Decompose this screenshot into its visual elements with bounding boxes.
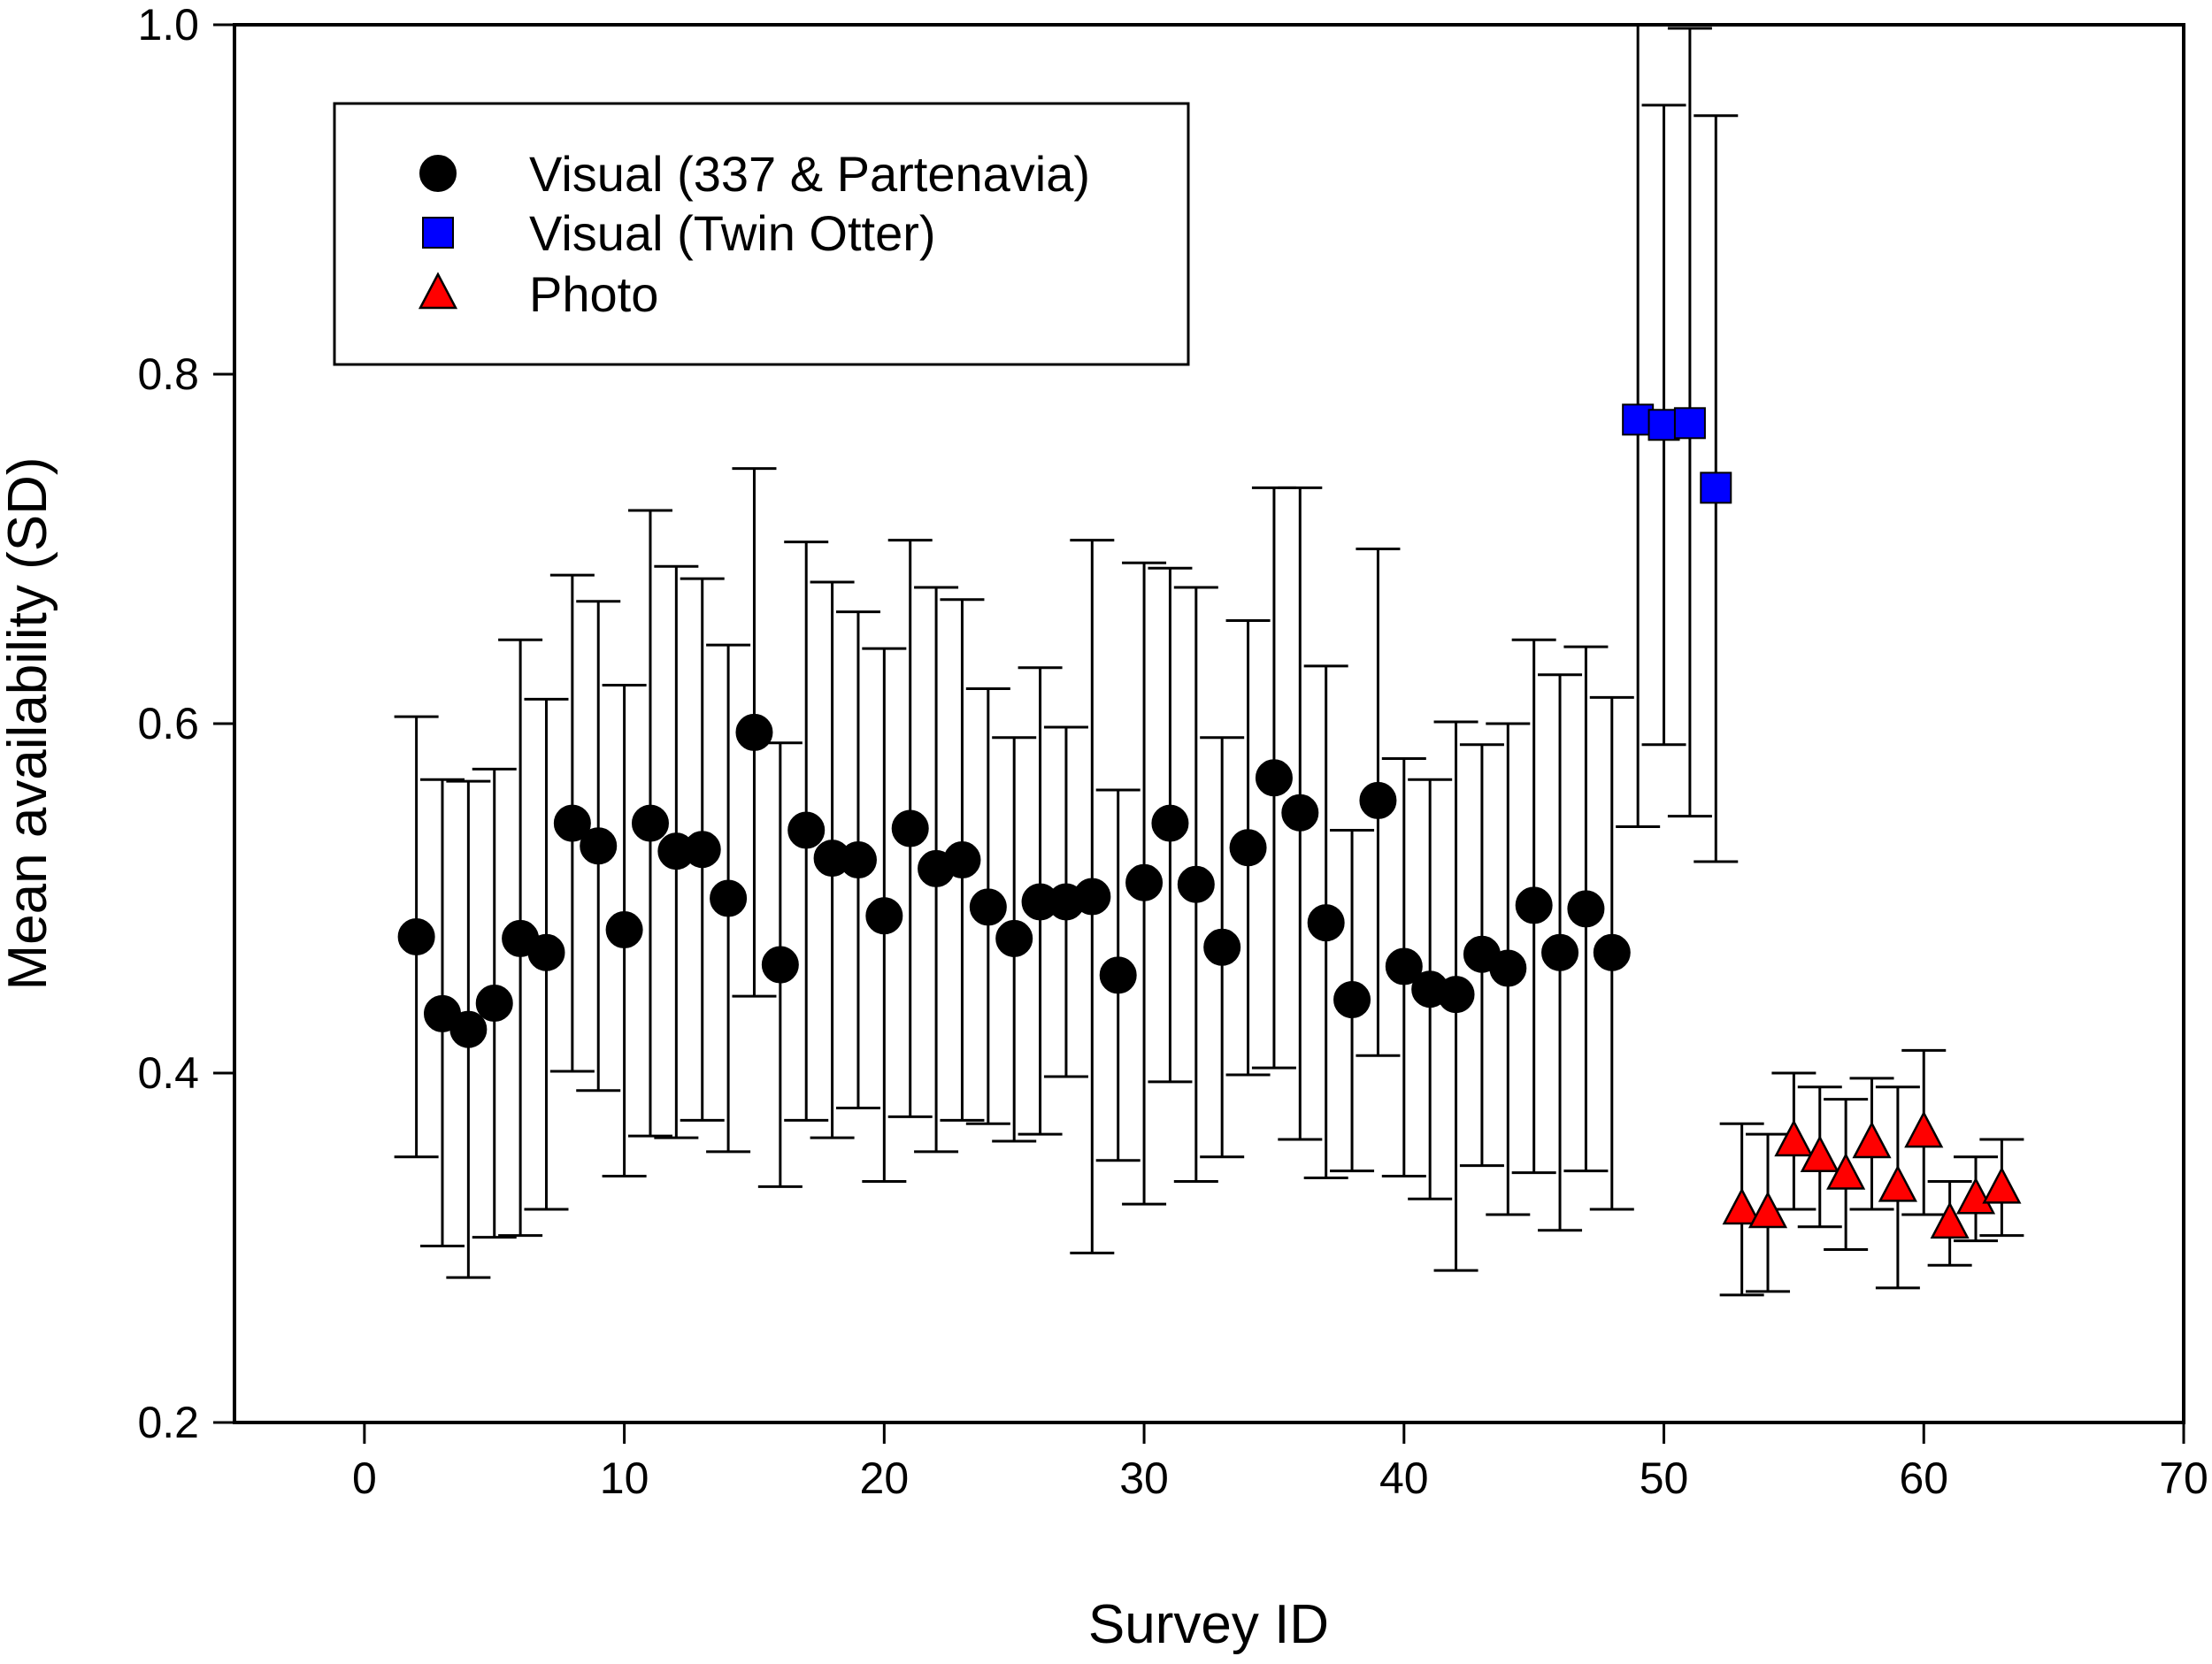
x-tick-label: 20 <box>860 1453 910 1503</box>
data-point-circle <box>1281 794 1319 832</box>
data-point-circle <box>865 897 903 935</box>
data-point-circle <box>397 917 435 955</box>
data-point-circle <box>1489 949 1527 987</box>
data-point-circle <box>527 933 565 971</box>
y-axis: 0.2 0.4 0.6 0.8 1.0 <box>137 0 234 1447</box>
legend-label: Visual (Twin Otter) <box>529 205 936 261</box>
data-point-circle <box>1073 878 1111 916</box>
y-tick-label: 0.2 <box>137 1398 199 1447</box>
data-point-circle <box>1255 759 1293 797</box>
legend-label: Photo <box>529 266 658 322</box>
y-tick-label: 0.4 <box>137 1048 199 1098</box>
data-point-triangle <box>1722 1187 1762 1225</box>
x-tick-label: 30 <box>1119 1453 1169 1503</box>
x-tick-label: 60 <box>1899 1453 1948 1503</box>
data-point-triangle <box>1774 1119 1814 1157</box>
x-tick-label: 0 <box>352 1453 377 1503</box>
data-point-circle <box>1125 863 1164 901</box>
data-point-circle <box>1567 890 1605 928</box>
y-tick-label: 1.0 <box>137 0 199 50</box>
legend-label: Visual (337 & Partenavia) <box>529 146 1090 202</box>
data-point-circle <box>969 888 1007 926</box>
data-point-circle <box>1359 781 1397 819</box>
data-point-circle <box>605 911 643 949</box>
data-point-circle <box>449 1010 488 1048</box>
legend-marker-circle <box>419 155 457 192</box>
y-axis-title: Mean availability (SD) <box>0 457 58 991</box>
data-point-circle <box>1385 947 1423 985</box>
data-point-circle <box>761 946 799 984</box>
data-point-square <box>1700 472 1732 504</box>
data-point-triangle <box>1852 1121 1892 1159</box>
y-tick-label: 0.8 <box>137 349 199 399</box>
data-point-triangle <box>1930 1201 1970 1239</box>
legend-marker-triangle <box>418 272 458 310</box>
data-markers <box>397 403 2022 1239</box>
data-point-circle <box>1333 981 1371 1019</box>
data-point-circle <box>1203 928 1241 966</box>
x-axis-title: Survey ID <box>1088 1594 1329 1655</box>
legend: Visual (337 & Partenavia)Visual (Twin Ot… <box>333 102 1190 366</box>
x-axis: 0 10 20 30 40 50 60 70 <box>352 1422 2208 1503</box>
data-point-circle <box>1151 804 1189 842</box>
data-point-circle <box>1437 976 1475 1014</box>
data-point-circle <box>710 879 748 917</box>
data-point-circle <box>995 919 1033 957</box>
data-point-triangle <box>1878 1164 1917 1202</box>
data-point-triangle <box>1955 1177 1996 1215</box>
data-point-circle <box>1515 886 1553 924</box>
data-point-triangle <box>1982 1166 2022 1204</box>
x-tick-label: 70 <box>2159 1453 2208 1503</box>
data-point-circle <box>787 811 826 849</box>
x-tick-label: 50 <box>1640 1453 1689 1503</box>
data-point-circle <box>475 985 513 1022</box>
data-point-circle <box>683 831 721 869</box>
data-point-square <box>1622 403 1655 436</box>
data-point-circle <box>553 804 591 842</box>
data-point-triangle <box>1747 1191 1788 1229</box>
data-point-triangle <box>1826 1152 1866 1190</box>
x-tick-label: 10 <box>600 1453 649 1503</box>
data-point-square <box>1673 407 1706 440</box>
data-point-circle <box>839 841 877 879</box>
y-tick-label: 0.6 <box>137 699 199 748</box>
data-point-circle <box>1099 956 1137 994</box>
data-point-circle <box>580 827 618 865</box>
data-point-circle <box>891 809 929 847</box>
legend-marker-square <box>422 217 454 249</box>
data-point-triangle <box>1800 1135 1839 1173</box>
legend-box <box>333 102 1190 366</box>
data-point-circle <box>735 713 773 751</box>
data-point-circle <box>631 804 669 842</box>
data-point-triangle <box>1904 1110 1944 1148</box>
data-point-circle <box>1229 829 1267 867</box>
data-point-circle <box>1593 933 1631 971</box>
data-point-circle <box>1177 865 1215 903</box>
data-point-circle <box>1307 904 1345 942</box>
data-point-circle <box>1541 933 1579 971</box>
data-point-circle <box>943 841 981 879</box>
x-tick-label: 40 <box>1379 1453 1429 1503</box>
